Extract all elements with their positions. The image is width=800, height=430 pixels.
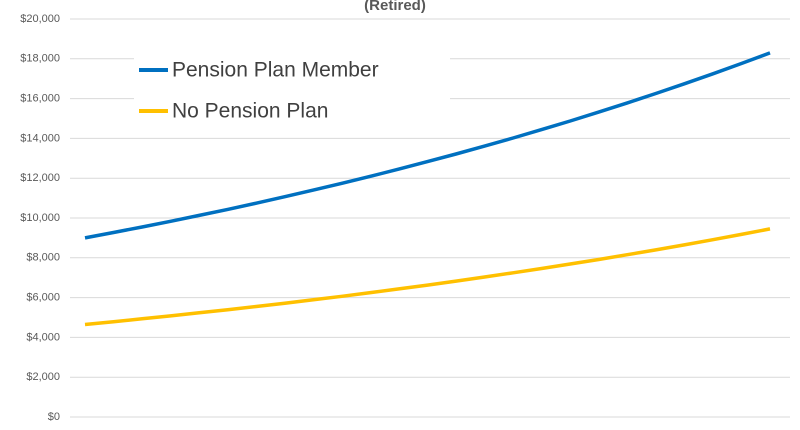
legend-label: No Pension Plan [172,100,328,123]
y-tick-label: $14,000 [20,132,60,144]
series-line [84,227,771,327]
y-tick-label: $12,000 [20,172,60,184]
legend-bg [134,95,450,127]
y-tick-label: $6,000 [26,292,60,304]
legend-label: Pension Plan Member [172,59,379,82]
y-tick-label: $16,000 [20,93,60,105]
y-tick-label: $0 [48,411,60,423]
y-tick-label: $10,000 [20,212,60,224]
y-tick-label: $4,000 [26,331,60,343]
y-tick-label: $20,000 [20,13,60,25]
series-line [84,51,771,240]
chart-title: (Retired) [364,0,426,14]
y-tick-label: $2,000 [26,371,60,383]
y-tick-label: $8,000 [26,252,60,264]
legend-bg [134,54,450,86]
y-tick-label: $18,000 [20,53,60,65]
